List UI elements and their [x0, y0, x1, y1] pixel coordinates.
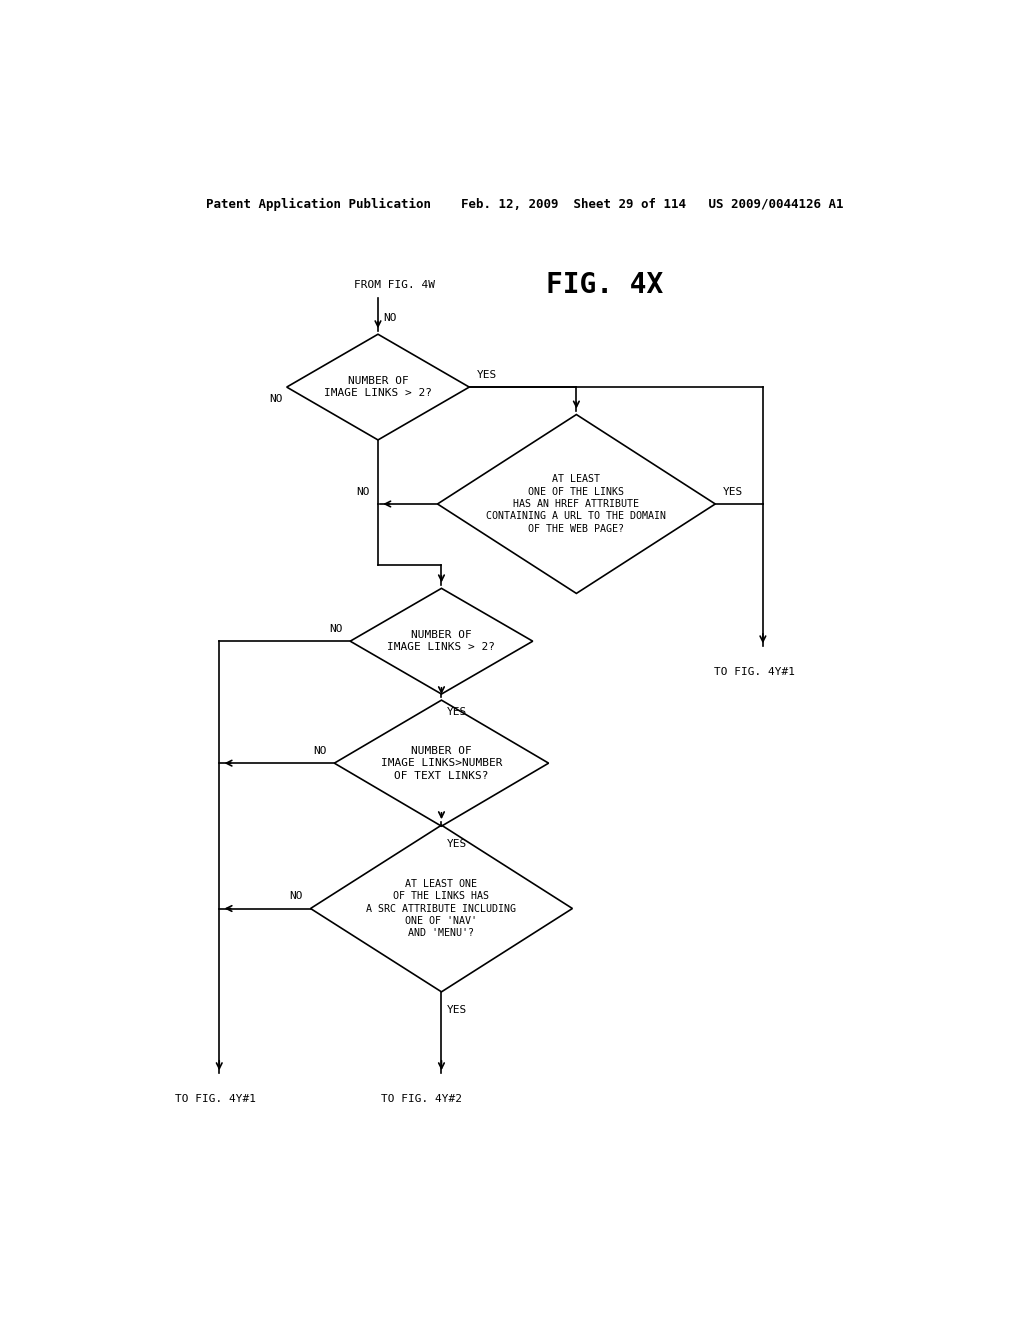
Text: AT LEAST
ONE OF THE LINKS
HAS AN HREF ATTRIBUTE
CONTAINING A URL TO THE DOMAIN
O: AT LEAST ONE OF THE LINKS HAS AN HREF AT…: [486, 474, 667, 533]
Text: TO FIG. 4Y#2: TO FIG. 4Y#2: [381, 1093, 462, 1104]
Text: FIG. 4X: FIG. 4X: [546, 272, 663, 300]
Text: NUMBER OF
IMAGE LINKS > 2?: NUMBER OF IMAGE LINKS > 2?: [387, 630, 496, 652]
Text: Patent Application Publication    Feb. 12, 2009  Sheet 29 of 114   US 2009/00441: Patent Application Publication Feb. 12, …: [206, 198, 844, 211]
Text: NO: NO: [269, 395, 283, 404]
Text: YES: YES: [477, 370, 498, 380]
Text: FROM FIG. 4W: FROM FIG. 4W: [354, 280, 435, 290]
Text: NO: NO: [384, 313, 397, 323]
Text: NO: NO: [356, 487, 370, 496]
Text: YES: YES: [447, 708, 467, 717]
Text: YES: YES: [447, 1005, 467, 1015]
Text: TO FIG. 4Y#1: TO FIG. 4Y#1: [715, 667, 796, 677]
Text: NO: NO: [289, 891, 303, 902]
Text: YES: YES: [447, 840, 467, 850]
Text: NUMBER OF
IMAGE LINKS>NUMBER
OF TEXT LINKS?: NUMBER OF IMAGE LINKS>NUMBER OF TEXT LIN…: [381, 746, 502, 780]
Text: TO FIG. 4Y#1: TO FIG. 4Y#1: [175, 1093, 256, 1104]
Text: NO: NO: [329, 624, 342, 634]
Text: YES: YES: [723, 487, 743, 496]
Text: NUMBER OF
IMAGE LINKS > 2?: NUMBER OF IMAGE LINKS > 2?: [324, 376, 432, 399]
Text: NO: NO: [313, 746, 327, 756]
Text: AT LEAST ONE
OF THE LINKS HAS
A SRC ATTRIBUTE INCLUDING
ONE OF 'NAV'
AND 'MENU'?: AT LEAST ONE OF THE LINKS HAS A SRC ATTR…: [367, 879, 516, 939]
